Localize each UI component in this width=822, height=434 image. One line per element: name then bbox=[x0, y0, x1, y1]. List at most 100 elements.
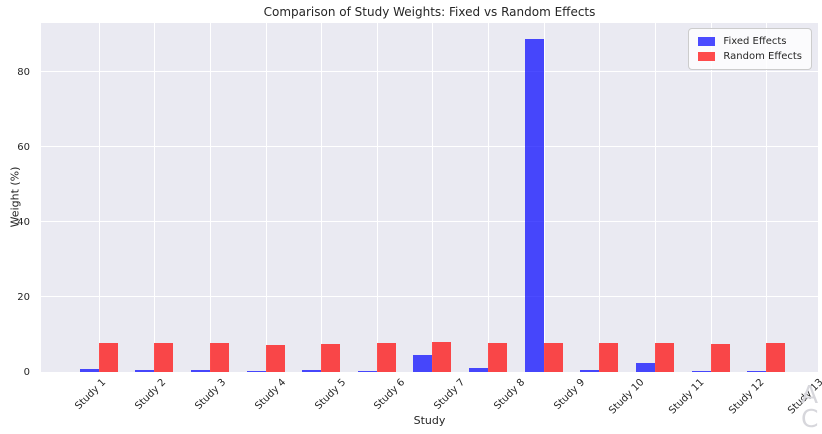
bar-random-effects-study-10 bbox=[599, 343, 619, 372]
bar-fixed-effects-study-3 bbox=[191, 370, 211, 372]
bar-fixed-effects-study-8 bbox=[469, 367, 489, 372]
gridline-y-40 bbox=[41, 220, 818, 222]
bar-fixed-effects-study-12 bbox=[691, 370, 711, 372]
gridline-x-study-1 bbox=[98, 23, 100, 372]
legend-swatch-random-effects bbox=[698, 52, 716, 61]
bar-random-effects-study-1 bbox=[98, 342, 118, 372]
bars-study-1 bbox=[79, 342, 118, 372]
bars-study-13 bbox=[747, 343, 786, 372]
bar-fixed-effects-study-11 bbox=[635, 363, 655, 372]
x-tick-label-study-8: Study 8 bbox=[492, 377, 528, 412]
gridline-x-study-2 bbox=[154, 23, 156, 372]
bar-fixed-effects-study-7 bbox=[413, 355, 433, 372]
bar-fixed-effects-study-1 bbox=[79, 369, 99, 372]
bar-fixed-effects-study-2 bbox=[135, 369, 155, 372]
gridline-x-study-12 bbox=[710, 23, 712, 372]
gridline-x-study-7 bbox=[432, 23, 434, 372]
x-tick-label-study-4: Study 4 bbox=[253, 377, 288, 412]
plot-area: Fixed Effects Random Effects bbox=[41, 23, 818, 372]
gridline-x-study-3 bbox=[210, 23, 212, 372]
gridline-x-study-6 bbox=[376, 23, 378, 372]
bar-random-effects-study-9 bbox=[543, 342, 563, 372]
bars-study-11 bbox=[635, 342, 674, 372]
bars-study-3 bbox=[191, 343, 230, 372]
chart-title: Comparison of Study Weights: Fixed vs Ra… bbox=[263, 5, 596, 19]
gridline-y-80 bbox=[41, 70, 818, 72]
bar-group-study-4 bbox=[238, 23, 294, 372]
bars-study-10 bbox=[580, 343, 619, 372]
bar-fixed-effects-study-10 bbox=[580, 370, 600, 372]
watermark-line-1: A bbox=[801, 380, 819, 409]
bars-study-4 bbox=[246, 344, 285, 372]
gridline-x-study-11 bbox=[654, 23, 656, 372]
gridline-x-study-9 bbox=[543, 23, 545, 372]
bar-random-effects-study-5 bbox=[321, 343, 341, 372]
bar-random-effects-study-13 bbox=[766, 343, 786, 372]
bars-study-9 bbox=[524, 39, 563, 372]
x-tick-label-study-10: Study 10 bbox=[607, 377, 647, 417]
y-tick-label-0: 0 bbox=[23, 367, 30, 378]
bars-study-5 bbox=[302, 343, 341, 372]
bar-fixed-effects-study-4 bbox=[246, 371, 266, 372]
bar-random-effects-study-6 bbox=[376, 343, 396, 372]
x-tick-label-study-9: Study 9 bbox=[551, 377, 587, 412]
y-tick-label-20: 20 bbox=[17, 291, 30, 303]
gridline-x-study-4 bbox=[265, 23, 267, 372]
bar-random-effects-study-4 bbox=[265, 344, 285, 372]
legend-row-random-effects: Random Effects bbox=[698, 49, 802, 64]
x-tick-label-study-5: Study 5 bbox=[312, 377, 348, 412]
legend-label-fixed-effects: Fixed Effects bbox=[723, 36, 787, 47]
legend-row-fixed-effects: Fixed Effects bbox=[698, 34, 802, 49]
bar-group-study-2 bbox=[127, 23, 183, 372]
bar-random-effects-study-7 bbox=[432, 342, 452, 372]
watermark: A C bbox=[801, 380, 819, 431]
x-tick-label-study-2: Study 2 bbox=[133, 377, 169, 412]
gridline-x-study-5 bbox=[321, 23, 323, 372]
bar-fixed-effects-study-5 bbox=[302, 370, 322, 372]
bar-group-study-1 bbox=[71, 23, 127, 372]
bar-group-study-5 bbox=[293, 23, 349, 372]
bar-group-study-11 bbox=[627, 23, 683, 372]
legend-swatch-fixed-effects bbox=[698, 37, 716, 46]
bar-group-study-9 bbox=[516, 23, 572, 372]
bar-group-study-7 bbox=[405, 23, 461, 372]
bar-fixed-effects-study-13 bbox=[747, 370, 767, 372]
bar-random-effects-study-2 bbox=[154, 342, 174, 372]
x-tick-label-study-3: Study 3 bbox=[193, 377, 229, 412]
y-tick-label-80: 80 bbox=[17, 66, 30, 78]
bar-group-study-8 bbox=[460, 23, 516, 372]
bars-study-8 bbox=[469, 343, 508, 372]
gridline-x-study-10 bbox=[599, 23, 601, 372]
bar-groups bbox=[41, 23, 818, 372]
bar-random-effects-study-3 bbox=[210, 343, 230, 372]
legend: Fixed Effects Random Effects bbox=[688, 28, 812, 70]
y-tick-labels: 0 20 40 60 80 bbox=[0, 23, 35, 378]
bars-study-2 bbox=[135, 342, 174, 372]
bars-study-6 bbox=[357, 343, 396, 372]
gridline-x-study-8 bbox=[488, 23, 490, 372]
x-tick-label-study-6: Study 6 bbox=[372, 377, 408, 412]
bars-study-12 bbox=[691, 343, 730, 372]
gridline-y-60 bbox=[41, 145, 818, 147]
x-tick-label-study-11: Study 11 bbox=[666, 377, 707, 417]
legend-label-random-effects: Random Effects bbox=[723, 51, 802, 62]
bar-group-study-10 bbox=[571, 23, 627, 372]
y-tick-label-60: 60 bbox=[17, 141, 30, 153]
y-tick-label-40: 40 bbox=[17, 216, 30, 228]
bar-random-effects-study-11 bbox=[654, 342, 674, 372]
x-tick-label-study-1: Study 1 bbox=[73, 377, 109, 412]
bar-group-study-6 bbox=[349, 23, 405, 372]
bars-study-7 bbox=[413, 342, 452, 372]
x-tick-label-study-12: Study 12 bbox=[726, 377, 767, 417]
bar-random-effects-study-12 bbox=[710, 343, 730, 372]
bar-fixed-effects-study-9 bbox=[524, 39, 544, 372]
gridline-y-20 bbox=[41, 295, 818, 297]
x-tick-label-study-7: Study 7 bbox=[432, 377, 468, 412]
x-axis-label: Study bbox=[413, 414, 446, 427]
bar-group-study-12 bbox=[683, 23, 739, 372]
bar-random-effects-study-8 bbox=[488, 343, 508, 372]
bar-group-study-3 bbox=[182, 23, 238, 372]
bar-fixed-effects-study-6 bbox=[357, 370, 377, 372]
gridline-x-study-13 bbox=[766, 23, 768, 372]
